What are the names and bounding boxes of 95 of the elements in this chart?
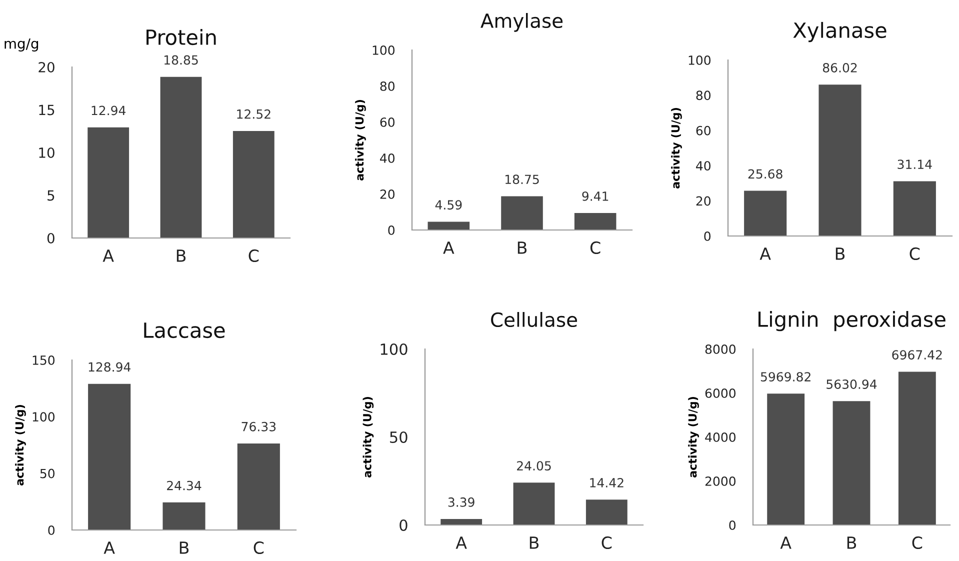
y-axis-title: mg/g bbox=[4, 38, 38, 52]
bar bbox=[162, 502, 206, 530]
chart-title: Protein bbox=[146, 28, 216, 46]
y-tick-label: 10 bbox=[39, 147, 54, 158]
chart-title: Lignin peroxidase bbox=[758, 310, 946, 332]
y-tick-label: 0 bbox=[400, 519, 408, 532]
bar bbox=[744, 190, 787, 236]
x-tick-label: C bbox=[590, 241, 600, 254]
y-tick-label: 20 bbox=[380, 189, 395, 199]
data-label: 25.68 bbox=[748, 169, 782, 179]
y-tick-label: 0 bbox=[47, 232, 54, 244]
bar bbox=[88, 127, 130, 238]
bar bbox=[232, 130, 274, 238]
data-label: 14.42 bbox=[590, 478, 624, 488]
y-tick-label: 60 bbox=[380, 117, 395, 127]
data-label: 24.05 bbox=[517, 461, 551, 471]
y-tick-label: 0 bbox=[388, 225, 395, 235]
bar bbox=[513, 482, 555, 525]
x-tick-label: A bbox=[102, 250, 114, 262]
chart-title: Xylanase bbox=[793, 22, 886, 42]
bar bbox=[818, 84, 862, 236]
y-tick-label: 100 bbox=[32, 412, 55, 422]
y-tick-label: 100 bbox=[372, 45, 395, 55]
x-tick-label: C bbox=[254, 541, 264, 554]
bar bbox=[428, 222, 470, 230]
x-tick-label: C bbox=[602, 536, 612, 550]
data-label: 3.39 bbox=[448, 497, 474, 507]
bar bbox=[440, 519, 482, 525]
y-tick-label: 0 bbox=[704, 231, 711, 241]
data-label: 18.85 bbox=[164, 55, 198, 65]
y-tick-label: 20 bbox=[38, 62, 54, 72]
y-tick-label: 2000 bbox=[705, 476, 736, 486]
bar bbox=[767, 394, 805, 525]
x-tick-label: C bbox=[248, 249, 259, 262]
y-tick-label: 6000 bbox=[705, 388, 736, 398]
data-label: 6967.42 bbox=[892, 350, 942, 360]
x-tick-label: B bbox=[836, 248, 845, 260]
data-label: 4.59 bbox=[435, 200, 462, 210]
data-label: 128.94 bbox=[88, 362, 130, 372]
y-tick-label: 100 bbox=[688, 55, 711, 65]
y-axis-title: activity (U/g) bbox=[362, 397, 374, 478]
data-label: 5630.94 bbox=[826, 380, 877, 389]
y-tick-label: 5 bbox=[48, 190, 54, 201]
bar bbox=[832, 401, 870, 525]
bar bbox=[160, 76, 202, 238]
y-axis-title: activity (U/g) bbox=[671, 108, 682, 188]
y-tick-label: 50 bbox=[390, 431, 408, 444]
y-axis-title: activity (U/g) bbox=[355, 100, 366, 180]
y-tick-label: 100 bbox=[380, 343, 408, 356]
y-tick-label: 20 bbox=[696, 196, 711, 206]
y-tick-label: 150 bbox=[32, 355, 55, 365]
x-tick-label: A bbox=[760, 248, 771, 260]
data-label: 5969.82 bbox=[760, 372, 810, 382]
y-tick-label: 80 bbox=[696, 90, 711, 100]
y-tick-label: 0 bbox=[729, 520, 736, 530]
bar bbox=[88, 384, 131, 530]
bar bbox=[501, 196, 543, 230]
bar bbox=[237, 443, 280, 530]
y-axis-title: activity (U/g) bbox=[688, 397, 699, 478]
x-tick-label: A bbox=[104, 542, 115, 554]
bar bbox=[893, 181, 936, 236]
x-tick-label: A bbox=[456, 536, 467, 549]
x-tick-label: B bbox=[176, 250, 186, 262]
x-tick-label: A bbox=[443, 242, 454, 254]
data-label: 9.41 bbox=[582, 191, 608, 201]
data-label: 12.52 bbox=[237, 109, 270, 119]
y-tick-label: 0 bbox=[48, 525, 55, 535]
y-tick-label: 40 bbox=[696, 161, 711, 171]
data-label: 24.34 bbox=[167, 480, 202, 490]
x-tick-label: A bbox=[780, 536, 792, 549]
chart-title: Cellulase bbox=[491, 312, 578, 328]
x-tick-label: C bbox=[912, 536, 922, 550]
data-label: 76.33 bbox=[242, 422, 276, 432]
x-tick-label: B bbox=[180, 542, 189, 554]
data-label: 12.94 bbox=[92, 106, 126, 116]
y-tick-label: 50 bbox=[40, 468, 55, 478]
y-tick-label: 8000 bbox=[705, 344, 736, 354]
y-axis-title: activity (U/g) bbox=[15, 405, 26, 486]
x-tick-label: B bbox=[518, 242, 527, 254]
bar bbox=[574, 213, 616, 230]
y-tick-label: 80 bbox=[380, 81, 395, 91]
y-tick-label: 40 bbox=[380, 153, 395, 163]
bar bbox=[586, 500, 628, 525]
chart-title: Laccase bbox=[144, 322, 225, 338]
y-tick-label: 4000 bbox=[705, 432, 736, 442]
y-tick-label: 60 bbox=[696, 126, 711, 136]
data-label: 31.14 bbox=[898, 160, 932, 170]
x-tick-label: C bbox=[910, 247, 920, 260]
bar bbox=[898, 372, 936, 525]
chart-title: Amylase bbox=[480, 13, 563, 32]
data-label: 18.75 bbox=[505, 174, 539, 184]
y-tick-label: 15 bbox=[39, 104, 54, 116]
data-label: 86.02 bbox=[822, 63, 857, 72]
x-tick-label: B bbox=[847, 536, 856, 549]
x-tick-label: B bbox=[530, 536, 539, 549]
